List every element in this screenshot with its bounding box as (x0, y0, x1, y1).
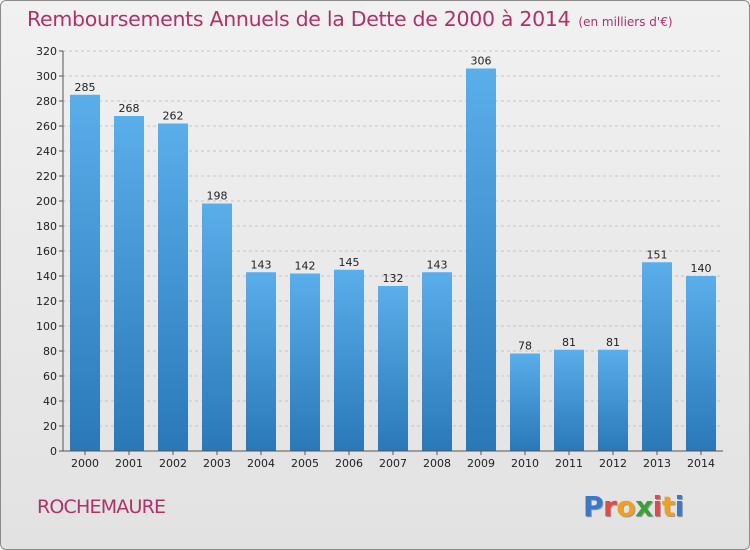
bars (70, 68, 716, 451)
y-tick-label: 220 (36, 170, 57, 183)
x-tick-label-2011: 2011 (555, 457, 583, 470)
chart-title: Remboursements Annuels de la Dette de 20… (27, 7, 673, 31)
logo-letter: i (674, 490, 685, 523)
x-tick-label-2008: 2008 (423, 457, 451, 470)
bar-2001 (114, 116, 144, 451)
chart-subtitle: (en milliers d'€) (578, 15, 673, 29)
data-label-2000: 285 (75, 81, 96, 94)
data-label-2012: 81 (606, 336, 620, 349)
bar-2009 (466, 68, 496, 451)
data-label-2009: 306 (471, 55, 492, 68)
x-tick-label-2013: 2013 (643, 457, 671, 470)
data-label-2006: 145 (339, 256, 360, 269)
bar-2004 (246, 272, 276, 451)
bar-2014 (686, 276, 716, 451)
y-tick-label: 160 (36, 245, 57, 258)
x-tick-label-2010: 2010 (511, 457, 539, 470)
x-tick-label-2009: 2009 (467, 457, 495, 470)
y-tick-label: 100 (36, 320, 57, 333)
x-tick-label-2005: 2005 (291, 457, 319, 470)
bar-2013 (642, 262, 672, 451)
logo-letter: o (616, 490, 636, 523)
data-label-2010: 78 (518, 340, 532, 353)
data-labels: 285 268 262 198 143 142 145 132 143 306 78 81 81 151 1… (75, 55, 712, 353)
x-tick-label-2012: 2012 (599, 457, 627, 470)
y-tick-label: 60 (43, 370, 57, 383)
bar-2011 (554, 349, 584, 451)
x-tick-label-2014: 2014 (687, 457, 715, 470)
data-label-2001: 268 (119, 102, 140, 115)
logo-letter: r (603, 490, 617, 523)
y-tick-label: 240 (36, 145, 57, 158)
y-tick-label: 80 (43, 345, 57, 358)
data-label-2002: 262 (163, 110, 184, 123)
y-tick-label: 280 (36, 95, 57, 108)
y-tick-label: 300 (36, 70, 57, 83)
bar-2007 (378, 286, 408, 451)
data-label-2003: 198 (207, 190, 228, 203)
bar-2002 (158, 123, 188, 451)
logo-letter: i (652, 490, 663, 523)
bar-2010 (510, 353, 540, 451)
data-label-2007: 132 (383, 272, 404, 285)
bar-2000 (70, 94, 100, 451)
y-tick-label: 200 (36, 195, 57, 208)
data-label-2014: 140 (691, 262, 712, 275)
logo-letter: x (635, 490, 653, 523)
x-tick-label-2006: 2006 (335, 457, 363, 470)
bar-2012 (598, 349, 628, 451)
data-label-2004: 143 (251, 258, 272, 271)
logo-letter: P (583, 490, 604, 523)
chart-title-text: Remboursements Annuels de la Dette de 20… (27, 7, 571, 31)
data-label-2008: 143 (427, 258, 448, 271)
bar-2008 (422, 272, 452, 451)
y-tick-label: 320 (36, 45, 57, 58)
y-tick-label: 0 (50, 445, 57, 458)
logo-letter: t (661, 490, 675, 523)
y-tick-label: 40 (43, 395, 57, 408)
x-tick-label-2007: 2007 (379, 457, 407, 470)
x-tick-label-2003: 2003 (203, 457, 231, 470)
data-label-2011: 81 (562, 336, 576, 349)
x-tick-label-2002: 2002 (159, 457, 187, 470)
axes: 0 20 40 60 80 100 120 140 160 180 200 220 240 260 280 3… (36, 45, 723, 470)
y-tick-label: 180 (36, 220, 57, 233)
y-tick-label: 20 (43, 420, 57, 433)
bar-2006 (334, 269, 364, 451)
bar-2005 (290, 273, 320, 451)
proxiti-logo: Proxiti (583, 490, 684, 523)
data-label-2005: 142 (295, 260, 316, 273)
x-tick-label-2004: 2004 (247, 457, 275, 470)
y-tick-label: 140 (36, 270, 57, 283)
y-tick-label: 120 (36, 295, 57, 308)
data-label-2013: 151 (647, 248, 668, 261)
bar-2003 (202, 203, 232, 451)
x-tick-label-2001: 2001 (115, 457, 143, 470)
y-tick-label: 260 (36, 120, 57, 133)
commune-name: ROCHEMAURE (37, 496, 166, 518)
x-tick-label-2000: 2000 (71, 457, 99, 470)
